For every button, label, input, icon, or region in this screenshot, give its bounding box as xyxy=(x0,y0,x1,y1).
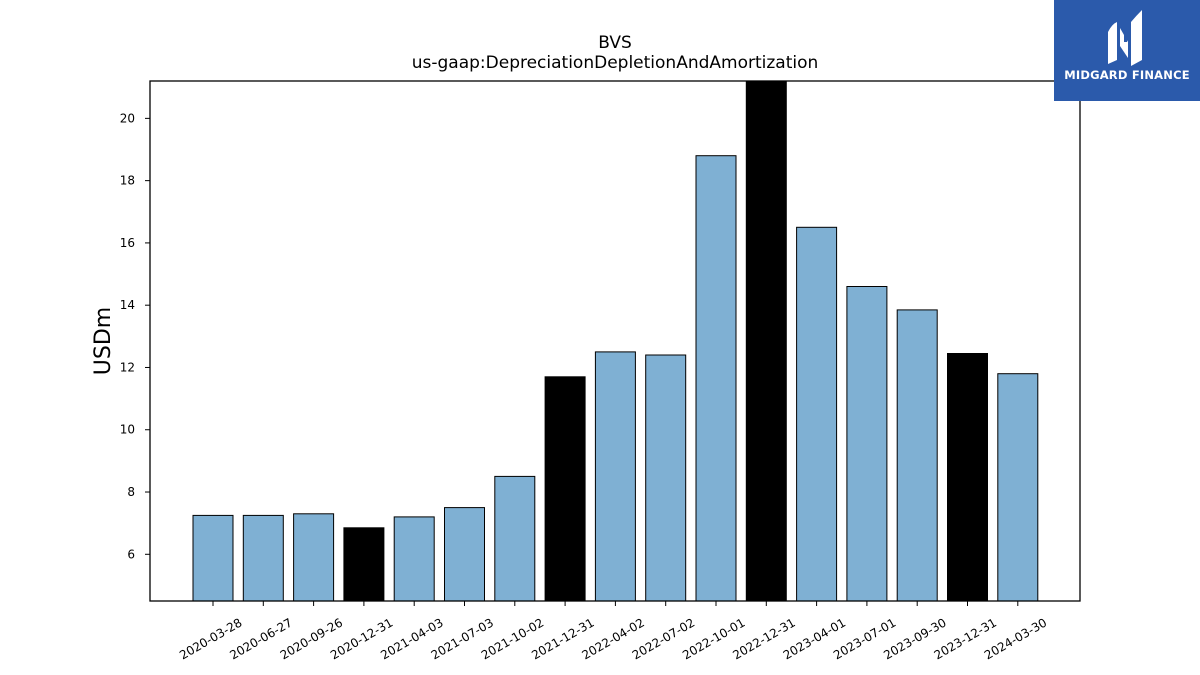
bars-group xyxy=(192,80,1039,602)
x-ticks-group: 2020-03-282020-06-272020-09-262020-12-31… xyxy=(177,601,1049,662)
bar-2023-12-31 xyxy=(947,353,988,602)
y-tick-label: 6 xyxy=(127,547,135,561)
bar-2023-07-01 xyxy=(846,286,888,602)
plot-frame xyxy=(149,80,1081,602)
y-tick-label: 10 xyxy=(120,423,135,437)
bar-2021-10-02 xyxy=(494,475,536,602)
bar-2022-10-01 xyxy=(695,155,737,602)
midgard-finance-logo: MIDGARD FINANCE xyxy=(1054,0,1200,101)
bar-2020-03-28 xyxy=(192,514,234,602)
chart-title: BVS xyxy=(598,33,632,53)
bar-2022-07-02 xyxy=(645,354,687,602)
y-tick-label: 20 xyxy=(120,111,135,125)
bar-2024-03-30 xyxy=(997,373,1039,602)
y-tick-label: 12 xyxy=(120,360,135,374)
bar-2022-04-02 xyxy=(594,351,636,602)
logo-text: MIDGARD FINANCE xyxy=(1064,68,1190,82)
bar-2021-07-03 xyxy=(444,507,485,602)
y-tick-label: 14 xyxy=(120,298,135,312)
bar-2021-12-31 xyxy=(544,376,586,602)
bar-2021-04-03 xyxy=(393,516,435,602)
chart-subtitle: us-gaap:DepreciationDepletionAndAmortiza… xyxy=(412,53,819,73)
y-tick-label: 16 xyxy=(120,236,135,250)
y-tick-label: 8 xyxy=(127,485,135,499)
bar-2022-12-31 xyxy=(745,80,787,602)
y-axis-label: USDm xyxy=(91,307,116,375)
bar-2020-06-27 xyxy=(242,514,284,602)
bar-2023-09-30 xyxy=(896,309,938,602)
bar-2020-12-31 xyxy=(343,527,385,602)
bar-2020-09-26 xyxy=(293,513,335,602)
midgard-logo-icon xyxy=(1108,10,1142,66)
y-ticks-group: 6 8 10 12 14 16 18 20 xyxy=(120,111,150,561)
bar-2023-04-01 xyxy=(796,226,838,602)
y-tick-label: 18 xyxy=(120,174,135,188)
